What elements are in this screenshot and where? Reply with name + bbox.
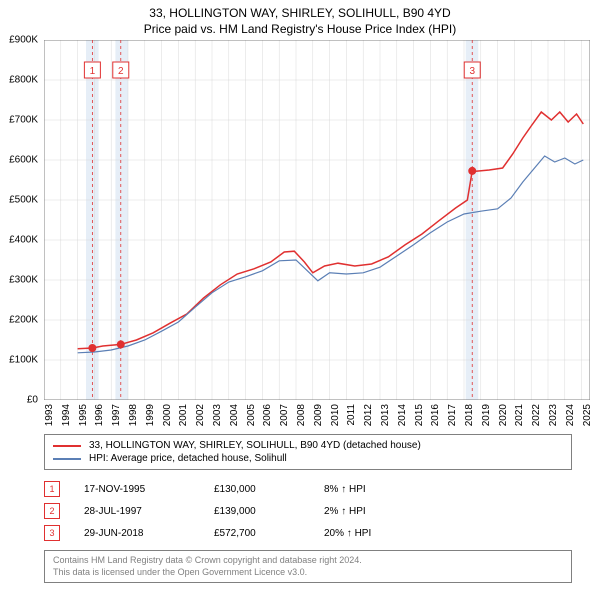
x-tick-label: 2003 <box>212 404 223 426</box>
footer-line1: Contains HM Land Registry data © Crown c… <box>53 555 563 567</box>
sale-marker: 1 <box>44 481 60 497</box>
y-axis-labels: £0£100K£200K£300K£400K£500K£600K£700K£80… <box>0 40 40 400</box>
chart-container: 33, HOLLINGTON WAY, SHIRLEY, SOLIHULL, B… <box>0 0 600 590</box>
x-tick-label: 2023 <box>548 404 559 426</box>
chart-area: £0£100K£200K£300K£400K£500K£600K£700K£80… <box>44 40 590 400</box>
sale-date: 17-NOV-1995 <box>84 484 214 495</box>
y-tick-label: £700K <box>9 114 38 125</box>
sale-date: 28-JUL-1997 <box>84 506 214 517</box>
y-tick-label: £800K <box>9 74 38 85</box>
x-tick-label: 2015 <box>414 404 425 426</box>
y-tick-label: £500K <box>9 194 38 205</box>
x-tick-label: 2020 <box>498 404 509 426</box>
plot-svg: 1 2 3 <box>44 40 590 400</box>
x-tick-label: 1998 <box>128 404 139 426</box>
x-tick-label: 2012 <box>363 404 374 426</box>
y-tick-label: £600K <box>9 155 38 166</box>
y-tick-label: £0 <box>27 395 38 406</box>
footer-line2: This data is licensed under the Open Gov… <box>53 567 563 579</box>
sale-row: 3 29-JUN-2018 £572,700 20% ↑ HPI <box>44 522 572 544</box>
x-tick-label: 1994 <box>61 404 72 426</box>
sale-diff: 8% ↑ HPI <box>324 484 444 495</box>
y-tick-label: £100K <box>9 354 38 365</box>
x-tick-label: 1993 <box>44 404 55 426</box>
x-tick-label: 2007 <box>279 404 290 426</box>
x-tick-label: 2005 <box>246 404 257 426</box>
legend: 33, HOLLINGTON WAY, SHIRLEY, SOLIHULL, B… <box>44 434 572 470</box>
x-tick-label: 2019 <box>481 404 492 426</box>
x-tick-label: 2014 <box>397 404 408 426</box>
x-tick-label: 1995 <box>78 404 89 426</box>
legend-label: HPI: Average price, detached house, Soli… <box>89 453 287 464</box>
sale-row: 1 17-NOV-1995 £130,000 8% ↑ HPI <box>44 478 572 500</box>
x-axis-labels: 1993 1994 1995 1996 1997 1998 1999 2000 2001 2002… <box>44 400 590 430</box>
y-tick-label: £900K <box>9 35 38 46</box>
legend-swatch <box>53 445 81 447</box>
x-tick-label: 2008 <box>296 404 307 426</box>
sale-marker: 3 <box>44 525 60 541</box>
x-tick-label: 2009 <box>313 404 324 426</box>
x-tick-label: 2002 <box>195 404 206 426</box>
svg-text:3: 3 <box>469 66 475 77</box>
x-tick-label: 2010 <box>330 404 341 426</box>
x-tick-label: 2006 <box>262 404 273 426</box>
x-tick-label: 2025 <box>582 404 593 426</box>
svg-text:2: 2 <box>118 66 124 77</box>
x-tick-label: 2004 <box>229 404 240 426</box>
svg-text:1: 1 <box>90 66 96 77</box>
x-tick-label: 2021 <box>514 404 525 426</box>
sale-price: £130,000 <box>214 484 324 495</box>
x-tick-label: 2011 <box>346 404 357 426</box>
sale-price: £139,000 <box>214 506 324 517</box>
x-tick-label: 1996 <box>94 404 105 426</box>
footer-attribution: Contains HM Land Registry data © Crown c… <box>44 550 572 583</box>
x-tick-label: 1999 <box>145 404 156 426</box>
sale-marker: 2 <box>44 503 60 519</box>
y-tick-label: £200K <box>9 315 38 326</box>
x-tick-label: 2018 <box>464 404 475 426</box>
x-tick-label: 2001 <box>178 404 189 426</box>
x-tick-label: 2022 <box>531 404 542 426</box>
title-address: 33, HOLLINGTON WAY, SHIRLEY, SOLIHULL, B… <box>0 0 600 20</box>
sale-date: 29-JUN-2018 <box>84 528 214 539</box>
legend-item: HPI: Average price, detached house, Soli… <box>53 452 563 465</box>
x-tick-label: 2016 <box>430 404 441 426</box>
y-tick-label: £400K <box>9 235 38 246</box>
title-subtitle: Price paid vs. HM Land Registry's House … <box>0 20 600 40</box>
sales-table: 1 17-NOV-1995 £130,000 8% ↑ HPI 2 28-JUL… <box>44 478 572 544</box>
sale-diff: 20% ↑ HPI <box>324 528 444 539</box>
x-tick-label: 1997 <box>111 404 122 426</box>
y-tick-label: £300K <box>9 275 38 286</box>
sale-row: 2 28-JUL-1997 £139,000 2% ↑ HPI <box>44 500 572 522</box>
x-tick-label: 2000 <box>162 404 173 426</box>
sale-price: £572,700 <box>214 528 324 539</box>
legend-label: 33, HOLLINGTON WAY, SHIRLEY, SOLIHULL, B… <box>89 440 421 451</box>
sale-diff: 2% ↑ HPI <box>324 506 444 517</box>
x-tick-label: 2017 <box>447 404 458 426</box>
legend-swatch <box>53 458 81 460</box>
legend-item: 33, HOLLINGTON WAY, SHIRLEY, SOLIHULL, B… <box>53 439 563 452</box>
x-tick-label: 2013 <box>380 404 391 426</box>
x-tick-label: 2024 <box>565 404 576 426</box>
